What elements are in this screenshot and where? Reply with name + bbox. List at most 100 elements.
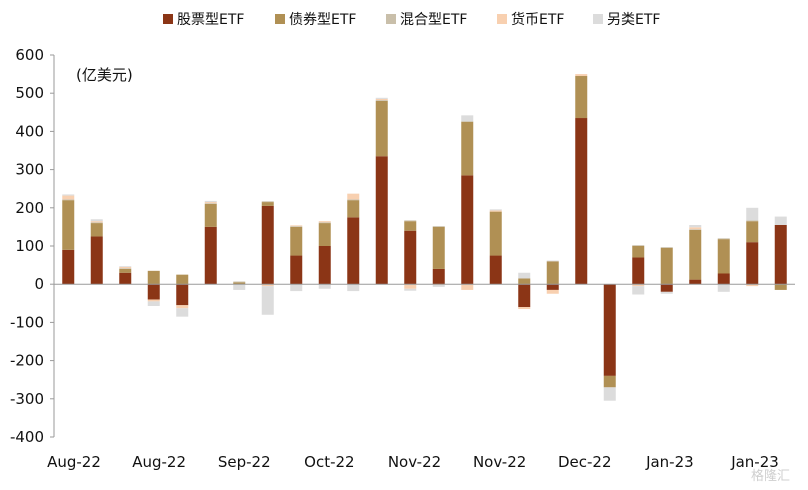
bar-segment (147, 299, 160, 302)
bar-segment (176, 305, 189, 309)
bar-segment (489, 211, 502, 256)
bar-segment (290, 225, 303, 227)
bar-segment (375, 98, 388, 101)
legend-label: 债券型ETF (289, 12, 356, 28)
bar-segment (62, 199, 75, 201)
x-tick-label: Oct-22 (304, 453, 354, 471)
bar-segment (461, 115, 474, 122)
bar-segment (261, 202, 274, 206)
bar-segment (746, 221, 759, 243)
bar-segment (461, 121, 474, 176)
x-tick-label: Aug-22 (132, 453, 186, 471)
bar-segment (689, 227, 702, 230)
bar-segment (318, 284, 331, 289)
bar-segment (660, 247, 673, 248)
legend-swatch (593, 14, 603, 24)
bar-segment (318, 246, 331, 285)
x-tick-label: Nov-22 (473, 453, 526, 471)
bar-segment (717, 273, 730, 285)
legend-swatch (163, 14, 173, 24)
bar-segment (119, 272, 132, 285)
bar-segment (375, 156, 388, 285)
bar-segment (119, 268, 132, 273)
bar-segment (432, 268, 445, 285)
bar-segment (689, 229, 702, 280)
bar-segment (261, 284, 274, 287)
bar-segment (119, 267, 132, 269)
bar-segment (176, 308, 189, 317)
bar-segment (261, 205, 274, 285)
bar-segment (689, 229, 702, 230)
y-tick-label: 0 (34, 275, 44, 293)
bar-segment (404, 221, 417, 231)
bar-segment (603, 375, 616, 388)
bar-segment (432, 284, 445, 287)
y-tick-label: -200 (10, 352, 44, 370)
bar-segment (632, 284, 645, 287)
bar-segment (489, 210, 502, 212)
bar-segment (147, 270, 160, 285)
legend-label: 股票型ETF (177, 12, 244, 28)
bar-segment (176, 274, 189, 285)
bar-segment (147, 301, 160, 306)
bar-segment (518, 272, 531, 279)
bar-segment (746, 220, 759, 222)
bar-segment (375, 100, 388, 157)
y-tick-label: -300 (10, 390, 44, 408)
legend-label: 货币ETF (511, 11, 564, 28)
bar-segment (347, 199, 360, 201)
x-ticks: Aug-22 Aug-22 Sep-22 Oct-22 Nov-22 Nov-22 Dec-… (47, 453, 779, 471)
bar-segment (632, 246, 645, 258)
bar-segment (689, 224, 702, 228)
bar-segment (62, 195, 75, 200)
bar-segment (774, 216, 787, 225)
bar-segment (90, 219, 103, 222)
bar-segment (204, 203, 217, 227)
bar-segment (204, 202, 217, 204)
bar-segment (689, 279, 702, 285)
y-tick-label: 500 (15, 84, 44, 102)
bar-segment (290, 226, 303, 256)
bar-segment (632, 257, 645, 285)
bar-segment (90, 223, 103, 237)
bar-segment (318, 222, 331, 224)
bar-segment (632, 286, 645, 295)
bar-segment (261, 201, 274, 203)
y-tick-label: 100 (15, 237, 44, 255)
bar-segment (461, 284, 474, 290)
watermark: 格隆汇 (751, 468, 790, 484)
bar-segment (717, 239, 730, 274)
bar-segment (489, 255, 502, 285)
x-tick-label: Jan-23 (645, 453, 694, 471)
bar-segment (461, 121, 474, 122)
bar-segment (347, 200, 360, 218)
bar-segment (261, 286, 274, 315)
y-tick-label: 200 (15, 199, 44, 217)
bar-segment (318, 221, 331, 223)
bar-segment (404, 230, 417, 285)
bar-segment (461, 175, 474, 285)
bar-segment (575, 76, 588, 119)
bar-segment (546, 289, 559, 294)
bar-segment (546, 260, 559, 262)
bar-segment (774, 224, 787, 285)
bar-segment (204, 200, 217, 203)
bar-segment (404, 284, 417, 289)
bar-segment (119, 268, 132, 269)
bar-segment (404, 288, 417, 291)
bar-segment (489, 209, 502, 211)
bar-segment (90, 221, 103, 223)
bars (62, 74, 787, 401)
legend-swatch (275, 14, 285, 24)
bar-segment (774, 284, 787, 290)
bar-segment (717, 284, 730, 292)
bar-segment (119, 266, 132, 268)
legend: 股票型ETF 债券型ETF 混合型ETF 货币ETF 另类ETF (163, 11, 660, 28)
bar-segment (62, 249, 75, 285)
x-tick-label: Dec-22 (558, 453, 612, 471)
bar-segment (717, 238, 730, 240)
bar-segment (233, 284, 246, 290)
bar-segment (233, 282, 246, 285)
bar-segment (546, 261, 559, 285)
